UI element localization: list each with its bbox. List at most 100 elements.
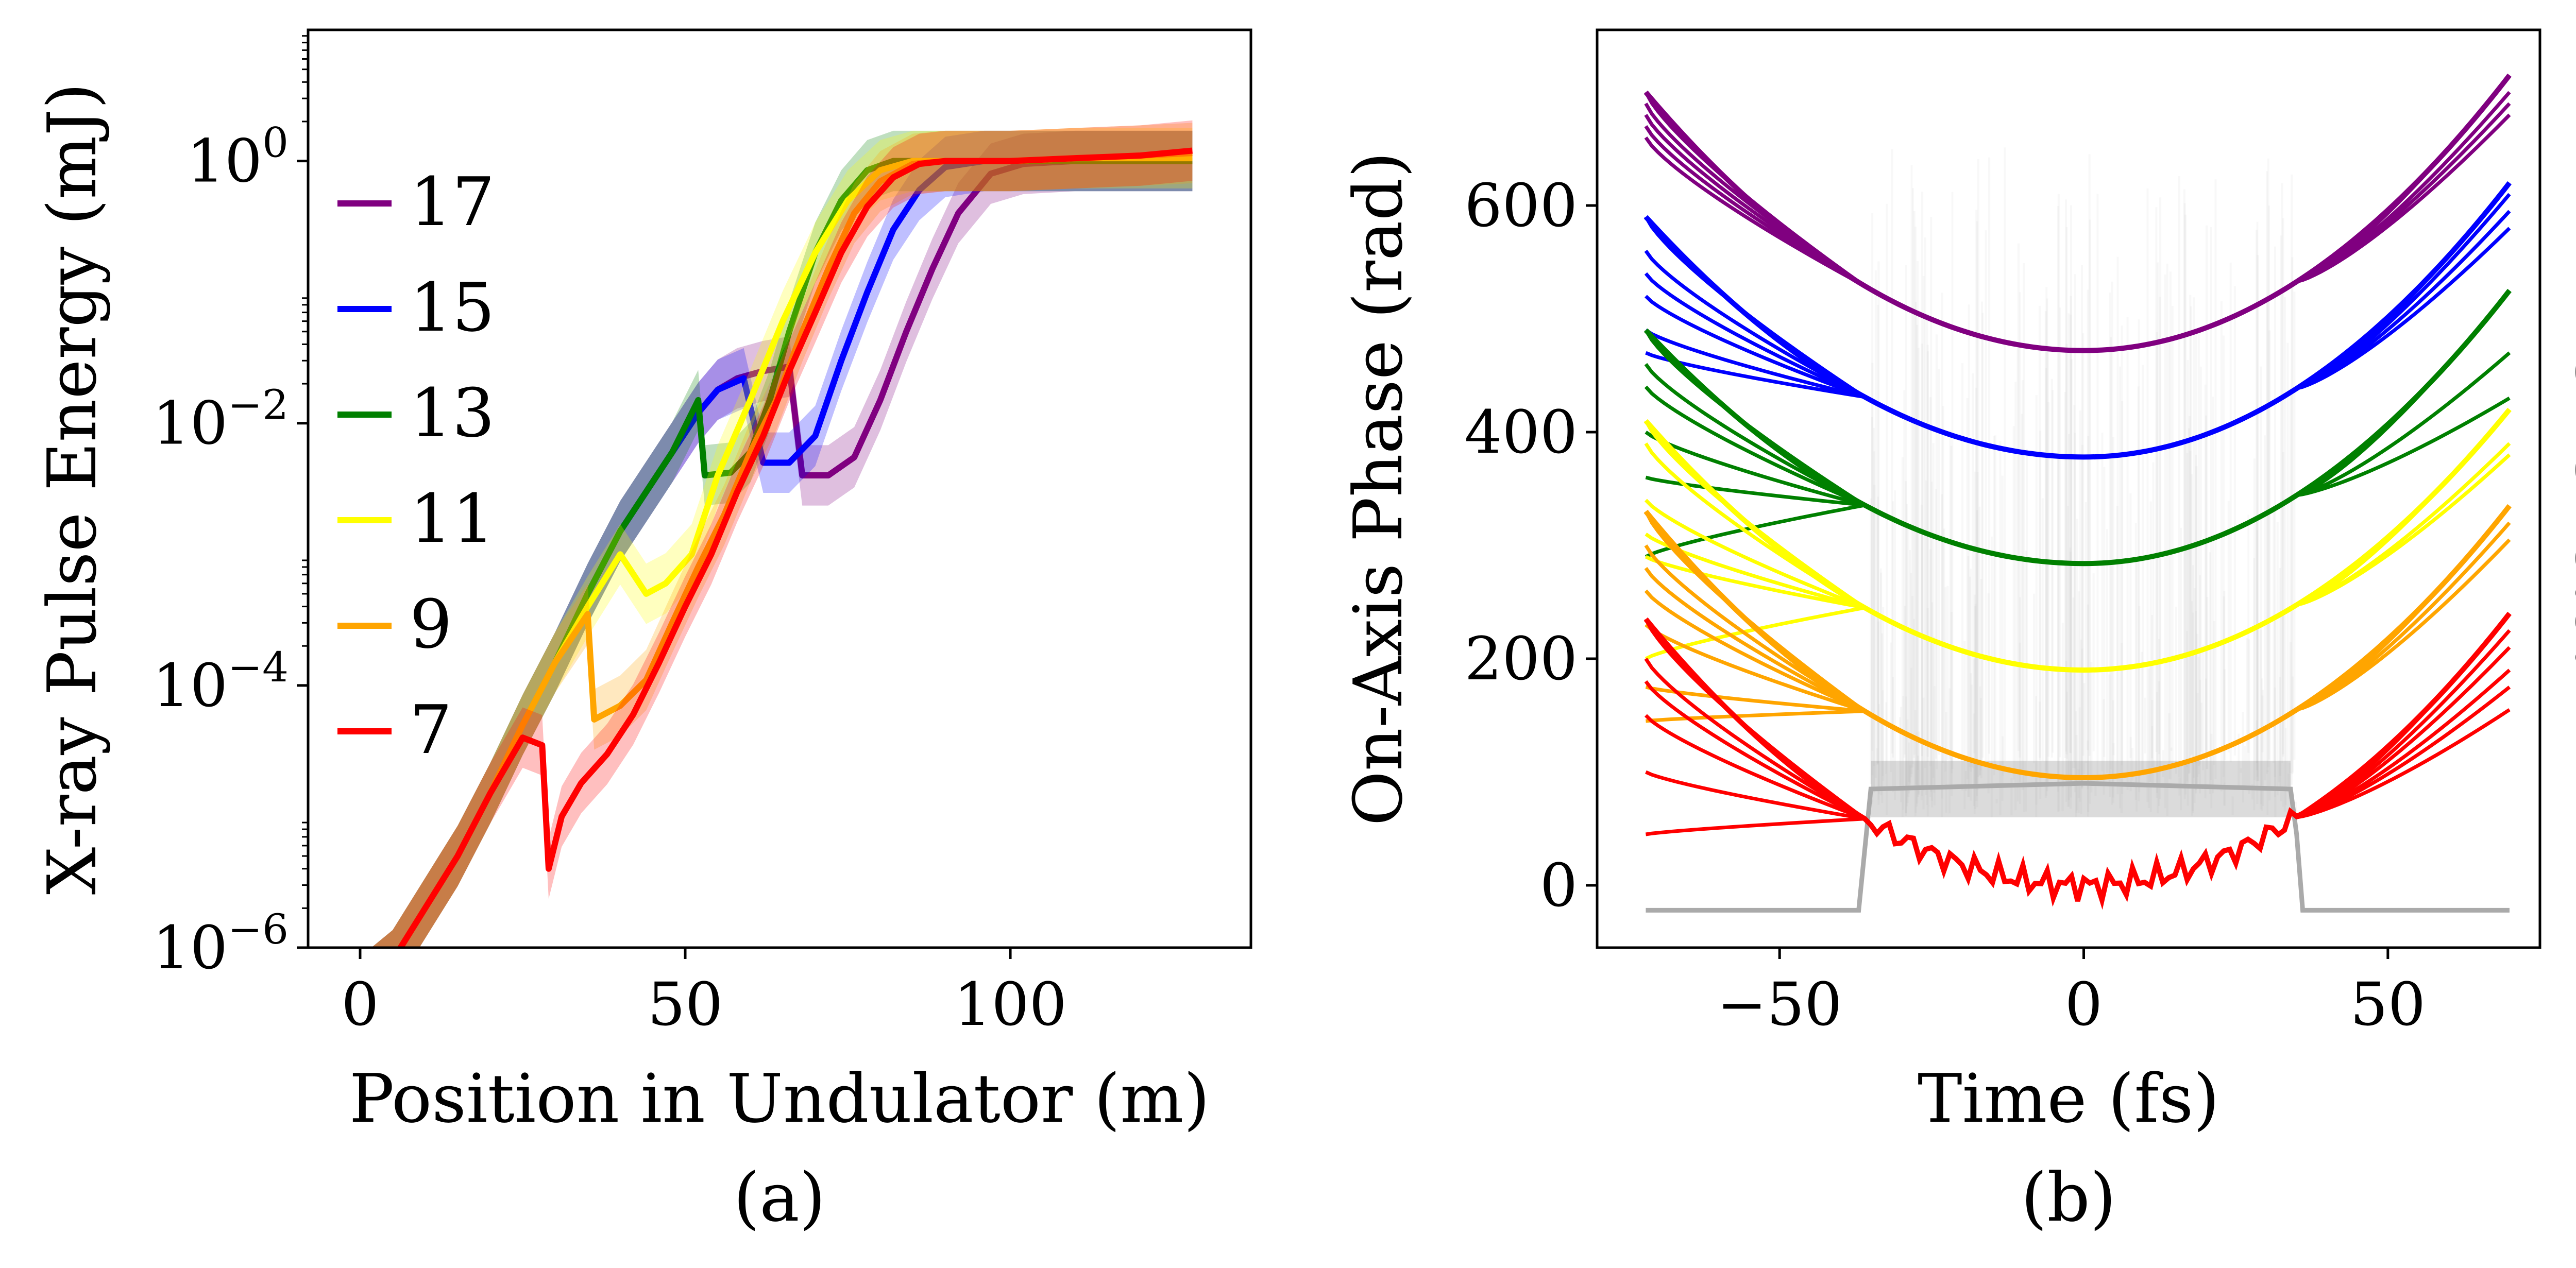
phase-branch-right-11 xyxy=(2296,453,2511,607)
phase-branch-left-9 xyxy=(1644,589,1866,713)
panel-b-power-trace-group xyxy=(1646,147,2510,913)
panel-b-series-group xyxy=(1643,73,2512,910)
phase-branch-right-7 xyxy=(2296,629,2511,819)
legend-label-17: 17 xyxy=(410,163,495,241)
legend-label-9: 9 xyxy=(410,585,452,663)
series-band-15 xyxy=(371,130,1193,948)
series-9 xyxy=(371,123,1193,948)
panel-a-y-axis-title: X-ray Pulse Energy (mJ) xyxy=(33,83,111,895)
phase-series-11 xyxy=(1643,407,2512,673)
y-tick-label: 200 xyxy=(1465,625,1578,694)
panel-a-frame xyxy=(307,28,1252,949)
phase-branch-right-7 xyxy=(2296,686,2511,819)
series-band-11 xyxy=(371,128,1193,948)
y-tick-label: 10−4 xyxy=(152,643,289,721)
phase-branch-right-11 xyxy=(2296,408,2511,607)
phase-branch-left-13 xyxy=(1645,431,1866,507)
phase-branch-left-9 xyxy=(1644,544,1866,713)
phase-branch-right-15 xyxy=(2296,227,2511,390)
y-tick-label: 400 xyxy=(1465,398,1578,467)
panel-a-series-group xyxy=(371,120,1193,948)
phase-series-15 xyxy=(1643,181,2512,460)
phase-series-9 xyxy=(1643,504,2512,781)
series-7 xyxy=(371,120,1193,948)
phase-branch-left-7 xyxy=(1645,770,1866,821)
phase-branch-left-15 xyxy=(1644,272,1866,399)
phase-branch-left-9 xyxy=(1644,510,1866,713)
series-band-7 xyxy=(371,120,1193,948)
x-tick-label: 0 xyxy=(2065,970,2103,1039)
panel-a-ticks: 0 50 100 10−6 10−4 10−2 100 xyxy=(152,35,1067,1039)
phase-branch-left-15 xyxy=(1645,295,1866,399)
phase-line-13 xyxy=(1643,288,2512,567)
series-13 xyxy=(371,130,1193,948)
y-tick-label: 10−2 xyxy=(152,381,289,458)
phase-branch-right-13 xyxy=(2296,289,2511,497)
phase-branch-left-15 xyxy=(1645,351,1866,399)
panel-b-y-axis-title: On-Axis Phase (rad) xyxy=(1339,151,1417,826)
phase-line-15 xyxy=(1643,181,2512,460)
phase-branch-left-13 xyxy=(1644,329,1866,507)
phase-branch-left-7 xyxy=(1645,714,1866,821)
x-tick-label: 0 xyxy=(341,970,379,1039)
panel-b-power-axis-label: Power a.u. xyxy=(2560,310,2576,668)
phase-branch-left-15 xyxy=(1645,329,1866,399)
phase-series-7 xyxy=(1643,611,2512,910)
x-tick-label: 50 xyxy=(648,970,723,1039)
phase-branch-right-7 xyxy=(2296,612,2511,819)
series-band-9 xyxy=(371,123,1193,948)
phase-branch-left-13 xyxy=(1644,363,1866,507)
panel-b-on-axis-phase: −50 0 50 0 200 400 600 Time (fs) (b) On-Axis P… xyxy=(1339,28,2576,1237)
phase-branch-right-9 xyxy=(2296,538,2511,712)
x-tick-label: 100 xyxy=(954,970,1067,1039)
x-tick-label: 50 xyxy=(2350,970,2426,1039)
phase-branch-left-11 xyxy=(1644,442,1866,609)
series-band-17 xyxy=(371,130,1193,948)
phase-branch-right-17 xyxy=(2296,91,2511,284)
series-band-13 xyxy=(371,130,1193,948)
phase-branch-left-11 xyxy=(1644,420,1866,609)
legend-label-7: 7 xyxy=(410,691,452,769)
phase-branch-right-7 xyxy=(2296,646,2511,819)
phase-branch-left-17 xyxy=(1644,136,1866,288)
phase-branch-left-15 xyxy=(1644,216,1866,399)
y-tick-label: 0 xyxy=(1540,851,1578,920)
phase-branch-right-17 xyxy=(2296,113,2511,284)
panel-a-legend: 17 15 13 11 9 7 xyxy=(337,163,495,769)
phase-branch-left-9 xyxy=(1644,567,1866,713)
series-11 xyxy=(371,128,1193,948)
phase-branch-left-9 xyxy=(1645,623,1866,713)
phase-branch-left-13 xyxy=(1644,385,1866,507)
legend-label-11: 11 xyxy=(410,479,495,558)
phase-branch-left-7 xyxy=(1644,680,1866,820)
phase-branch-left-9 xyxy=(1645,685,1865,713)
phase-branch-left-7 xyxy=(1645,817,1865,836)
phase-branch-right-13 xyxy=(2296,396,2511,498)
y-tick-label: 100 xyxy=(187,119,289,196)
panel-a-x-axis-title: Position in Undulator (m) xyxy=(349,1059,1210,1138)
phase-line-9 xyxy=(1643,504,2512,781)
series-15 xyxy=(371,130,1193,948)
phase-branch-left-7 xyxy=(1644,658,1866,820)
panel-a-pulse-energy: 0 50 100 10−6 10−4 10−2 100 17 15 13 11 9 7 Positio… xyxy=(33,28,1252,1237)
phase-branch-right-7 xyxy=(2296,708,2511,819)
panel-b-x-axis-title: Time (fs) xyxy=(1918,1059,2219,1138)
series-line-7 xyxy=(397,147,1193,948)
panel-a-label: (a) xyxy=(734,1158,826,1237)
x-tick-label: −50 xyxy=(1717,970,1842,1039)
phase-branch-left-7 xyxy=(1644,618,1866,820)
legend-label-15: 15 xyxy=(410,268,495,347)
phase-branch-left-9 xyxy=(1646,709,1865,723)
phase-line-7 xyxy=(1643,611,2512,910)
panel-b-frame xyxy=(1596,28,2541,949)
power-trace-line xyxy=(1646,781,2510,913)
phase-branch-left-11 xyxy=(1645,555,1866,610)
panel-b-ticks: −50 0 50 0 200 400 600 xyxy=(1465,172,2426,1039)
phase-series-17 xyxy=(1643,73,2512,353)
phase-branch-left-11 xyxy=(1644,499,1866,610)
legend-label-13: 13 xyxy=(410,374,495,452)
phase-line-17 xyxy=(1643,73,2512,353)
y-tick-label: 600 xyxy=(1465,172,1578,241)
phase-line-11 xyxy=(1643,407,2512,673)
